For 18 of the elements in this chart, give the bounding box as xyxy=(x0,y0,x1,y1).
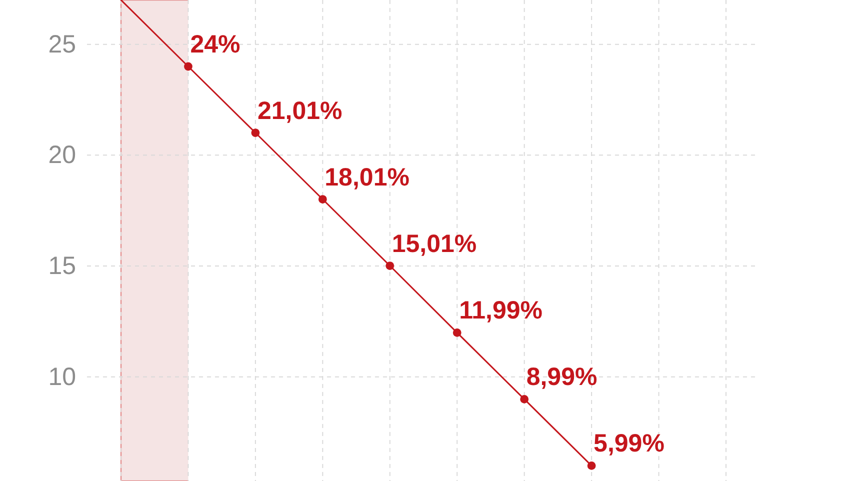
point xyxy=(386,262,394,270)
point xyxy=(318,195,327,204)
point xyxy=(520,395,529,404)
point xyxy=(251,128,260,137)
point xyxy=(452,328,462,337)
y-tick-label: 25 xyxy=(48,30,76,58)
data-label: 21,01% xyxy=(257,96,342,125)
y-tick-label: 20 xyxy=(48,141,76,170)
data-label: 15,01% xyxy=(392,230,477,258)
y-tick-label: 15 xyxy=(48,252,76,280)
point xyxy=(587,462,596,470)
y-tick-label: 10 xyxy=(48,362,76,391)
data-label: 8,99% xyxy=(526,363,598,392)
data-label: 11,99% xyxy=(459,296,543,325)
data-label: 18,01% xyxy=(324,163,410,192)
point xyxy=(184,62,192,71)
data-label: 5,99% xyxy=(594,430,664,458)
data-label: 24% xyxy=(190,30,240,58)
